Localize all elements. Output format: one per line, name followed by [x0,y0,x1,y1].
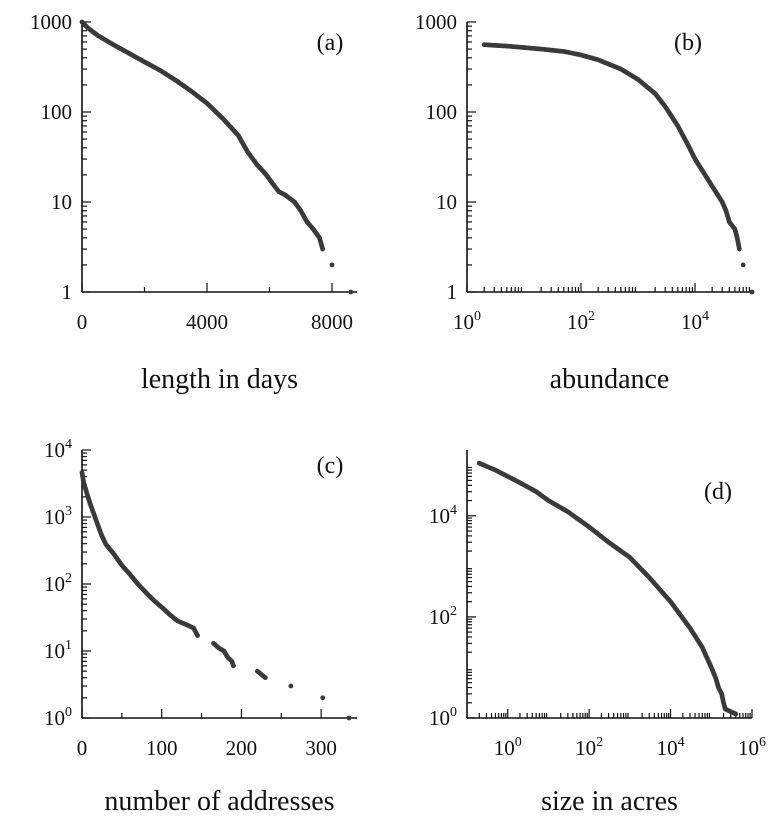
data-point [320,695,326,701]
x-tick-label: 0 [77,736,88,760]
x-tick-label: 106 [738,735,766,760]
y-tick-label: 1 [62,280,73,304]
x-tick-label: 0 [77,310,88,334]
y-tick-label: 104 [44,437,72,462]
y-tick-label: 103 [44,504,72,529]
y-tick-label: 100 [426,100,458,124]
panel-label: (d) [704,479,732,505]
data-point [749,289,755,295]
data-point [231,663,236,669]
x-tick-label: 102 [575,735,603,760]
y-tick-label: 104 [429,503,457,528]
y-tick-label: 10 [436,190,457,214]
data-point [736,246,742,252]
chart-panel-d: 100 102 104 100 102 104 106 (d) size in acres [429,450,766,817]
x-axis-label: abundance [550,364,670,395]
x-tick-label: 300 [305,736,337,760]
x-tick-label: 102 [567,309,595,334]
y-tick-label: 102 [44,571,72,596]
x-axis-label: number of addresses [104,786,334,817]
x-tick-label: 104 [657,735,685,760]
data-point [740,262,746,268]
x-tick-label: 200 [226,736,258,760]
panel-label: (c) [317,453,344,479]
chart-panel-a: 1 10 100 1000 0 4000 8000 (a) length in days [30,10,357,395]
y-tick-label: 100 [44,705,72,730]
y-tick-label: 1000 [415,10,457,34]
data-point [733,711,739,717]
y-tick-label: 1 [447,280,458,304]
y-tick-label: 100 [429,705,457,730]
y-tick-label: 102 [429,604,457,629]
data-point [288,683,294,689]
x-axis-label: size in acres [541,786,678,817]
x-axis-label: length in days [141,364,298,395]
y-tick-label: 10 [51,190,72,214]
x-tick-label: 4000 [186,310,228,334]
y-tick-label: 100 [41,100,73,124]
data-point [348,289,354,295]
data-point [320,246,326,252]
x-tick-label: 100 [146,736,178,760]
x-tick-label: 100 [494,735,522,760]
panel-label: (b) [674,30,702,56]
chart-panel-b: 1 10 100 1000 100 102 104 (b) abundance [415,10,755,395]
y-tick-label: 101 [44,638,72,663]
x-tick-label: 104 [681,309,709,334]
panel-label: (a) [317,30,344,56]
data-point [346,715,352,721]
data-point [195,633,200,638]
y-tick-label: 1000 [30,10,72,34]
data-point [262,675,268,681]
data-point [329,262,335,268]
x-tick-label: 100 [453,309,481,334]
x-tick-label: 8000 [311,310,353,334]
